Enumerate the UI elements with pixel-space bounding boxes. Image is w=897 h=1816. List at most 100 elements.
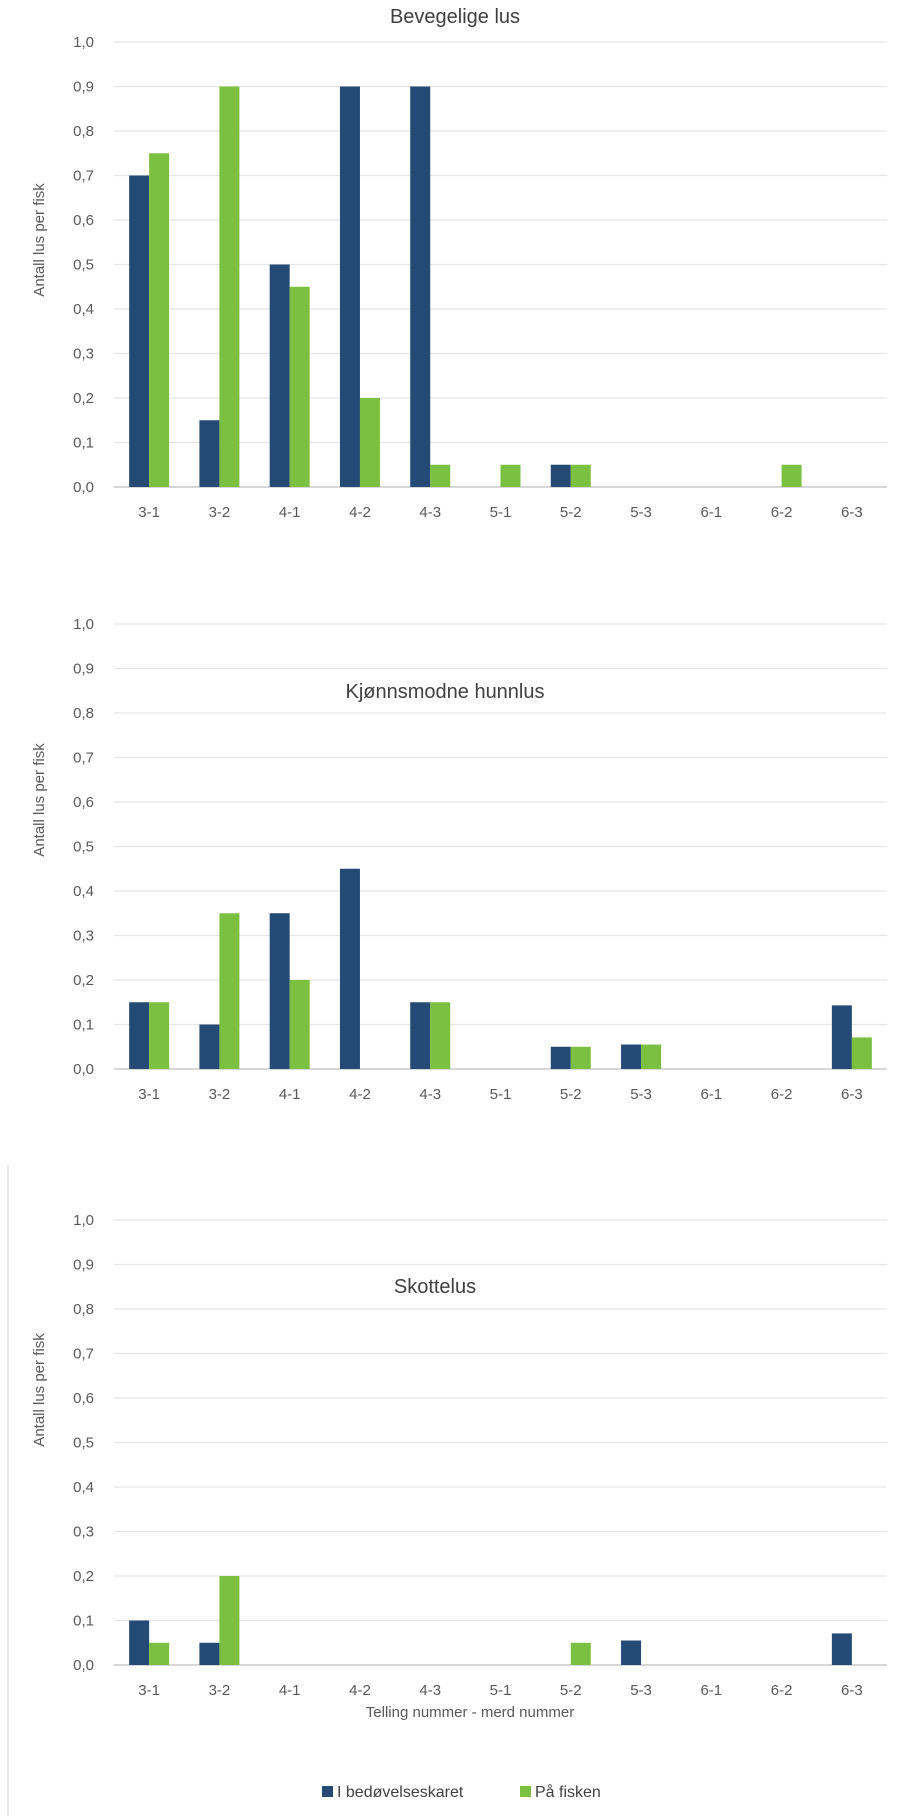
y-tick-label: 0,0 [73,1061,94,1078]
x-tick-label: 6-2 [771,1682,793,1699]
bar-pa-fisken-3-1 [149,153,170,487]
y-tick-label: 0,2 [73,390,94,407]
x-tick-label: 4-3 [419,1086,441,1103]
x-tick-label: 4-2 [349,504,371,521]
x-tick-label: 4-3 [419,1682,441,1699]
y-axis-label: Antall lus per fisk [31,1333,48,1447]
bar-pa-fisken-6-2 [781,464,802,487]
x-tick-label: 5-1 [490,1086,512,1103]
bar-pa-fisken-5-3 [641,1044,662,1069]
x-tick-label: 4-3 [419,504,441,521]
bar-pa-fisken-4-3 [430,1002,451,1069]
y-tick-label: 0,9 [73,661,94,678]
bar-i-bedovelseskaret-4-1 [269,913,290,1069]
y-tick-label: 0,7 [73,168,94,185]
x-tick-label: 5-3 [630,504,652,521]
x-tick-label: 5-2 [560,1682,582,1699]
x-tick-label: 3-1 [138,1086,160,1103]
y-tick-label: 0,4 [73,1479,94,1496]
y-tick-label: 1,0 [73,34,94,51]
bar-i-bedovelseskaret-3-1 [129,175,150,487]
bar-pa-fisken-4-1 [289,286,310,487]
bar-i-bedovelseskaret-4-3 [410,1002,431,1069]
x-tick-label: 3-1 [138,504,160,521]
bar-pa-fisken-3-1 [149,1002,170,1069]
legend-swatch [322,1786,333,1797]
x-tick-label: 6-2 [771,504,793,521]
y-tick-label: 0,6 [73,1390,94,1407]
bar-pa-fisken-3-1 [149,1642,170,1665]
y-tick-label: 0,9 [73,79,94,96]
bar-i-bedovelseskaret-5-2 [550,1046,571,1069]
x-tick-label: 3-2 [209,1086,231,1103]
y-tick-label: 0,1 [73,1017,94,1034]
x-tick-label: 4-1 [279,1682,301,1699]
y-tick-label: 0,3 [73,1524,94,1541]
y-tick-label: 0,5 [73,257,94,274]
chart-title: Bevegelige lus [390,6,520,28]
bar-i-bedovelseskaret-4-1 [269,264,290,487]
legend-swatch [520,1786,531,1797]
x-tick-label: 5-2 [560,1086,582,1103]
y-axis-label: Antall lus per fisk [31,743,48,857]
y-tick-label: 0,4 [73,883,94,900]
y-tick-label: 0,9 [73,1257,94,1274]
y-tick-label: 0,8 [73,123,94,140]
chart-panel-2: 0,0 0,1 0,2 0,3 0,4 0,5 0,6 0,7 0,8 0,9 1,0 3-1 3-2 4… [31,616,887,1103]
y-tick-label: 1,0 [73,616,94,633]
y-tick-label: 0,5 [73,1435,94,1452]
x-tick-label: 3-1 [138,1682,160,1699]
y-tick-label: 0,0 [73,1657,94,1674]
y-tick-label: 0,4 [73,301,94,318]
x-tick-label: 3-2 [209,1682,231,1699]
y-tick-label: 0,3 [73,346,94,363]
bar-i-bedovelseskaret-6-3 [831,1633,852,1665]
chart-title: Kjønnsmodne hunnlus [345,681,544,703]
bar-pa-fisken-3-2 [219,86,240,487]
y-tick-label: 0,6 [73,212,94,229]
bar-i-bedovelseskaret-4-2 [339,86,360,487]
bar-i-bedovelseskaret-4-2 [339,868,360,1069]
x-tick-label: 6-1 [700,504,722,521]
bar-i-bedovelseskaret-3-2 [199,1642,220,1665]
x-tick-label: 4-2 [349,1086,371,1103]
y-tick-label: 0,2 [73,972,94,989]
bar-i-bedovelseskaret-5-3 [621,1640,642,1665]
bar-i-bedovelseskaret-3-2 [199,1024,220,1069]
y-axis-label: Antall lus per fisk [31,183,48,297]
x-tick-label: 4-2 [349,1682,371,1699]
y-tick-label: 0,1 [73,1613,94,1630]
bar-pa-fisken-3-2 [219,1576,240,1665]
x-tick-label: 4-1 [279,504,301,521]
legend: I bedøvelseskaret På fisken [322,1783,601,1801]
y-tick-label: 1,0 [73,1212,94,1229]
bar-i-bedovelseskaret-4-3 [410,86,431,487]
chart-title: Skottelus [394,1276,476,1298]
x-tick-label: 5-1 [490,1682,512,1699]
bar-pa-fisken-3-2 [219,913,240,1069]
x-axis-label: Telling nummer - merd nummer [366,1704,574,1721]
x-tick-label: 6-1 [700,1682,722,1699]
bar-pa-fisken-5-1 [500,464,521,487]
y-tick-label: 0,3 [73,928,94,945]
y-tick-label: 0,7 [73,1346,94,1363]
bar-i-bedovelseskaret-3-1 [129,1002,150,1069]
chart-panel-3: 0,0 0,1 0,2 0,3 0,4 0,5 0,6 0,7 0,8 0,9 1,0 3-1 3-2 4… [31,1212,887,1721]
x-tick-label: 6-3 [841,1682,863,1699]
x-tick-label: 5-3 [630,1682,652,1699]
x-tick-label: 5-2 [560,504,582,521]
y-tick-label: 0,8 [73,705,94,722]
x-tick-label: 4-1 [279,1086,301,1103]
x-tick-label: 5-3 [630,1086,652,1103]
bar-i-bedovelseskaret-3-1 [129,1620,150,1665]
x-tick-label: 6-2 [771,1086,793,1103]
bar-i-bedovelseskaret-6-3 [831,1005,852,1069]
bar-pa-fisken-4-1 [289,980,310,1069]
bar-pa-fisken-5-2 [570,1642,591,1665]
x-tick-label: 6-3 [841,1086,863,1103]
bar-pa-fisken-4-3 [430,464,451,487]
y-tick-label: 0,6 [73,794,94,811]
bar-i-bedovelseskaret-5-3 [621,1044,642,1069]
bar-pa-fisken-6-3 [851,1037,872,1069]
